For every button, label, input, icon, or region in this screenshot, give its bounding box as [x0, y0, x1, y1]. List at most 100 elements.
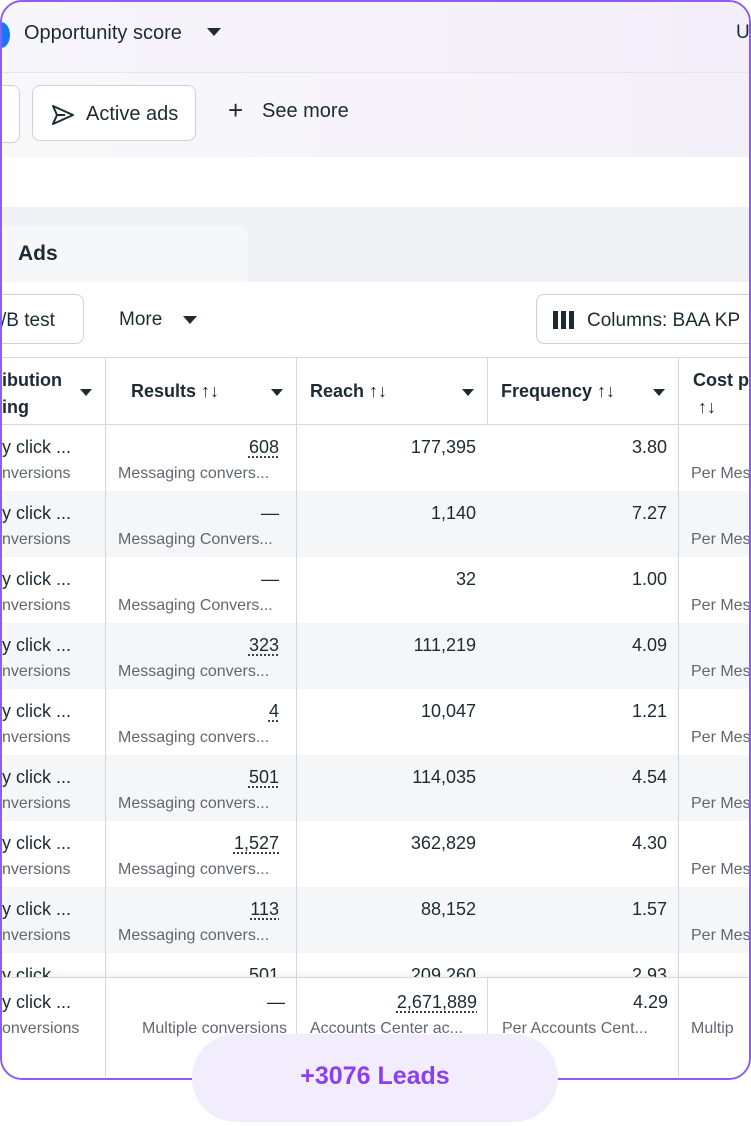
row-results-sub: Messaging convers...: [118, 663, 270, 680]
header-cost-line1: Cost p: [693, 370, 749, 390]
opportunity-score-label[interactable]: Opportunity score: [24, 22, 182, 44]
row-attribution-sub: nversions: [2, 663, 71, 680]
row-results-value[interactable]: 113: [250, 899, 279, 919]
total-reach-value[interactable]: 2,671,889: [396, 992, 477, 1012]
column-divider: [296, 357, 297, 1077]
row-reach: 362,829: [410, 833, 476, 853]
row-results-value[interactable]: 4: [268, 701, 279, 721]
row-results-sub: Messaging convers...: [118, 795, 270, 812]
row-frequency: 4.09: [631, 635, 667, 655]
header-results[interactable]: Results ↑↓: [105, 357, 296, 425]
row-reach: 32: [455, 569, 476, 589]
top-bar: Opportunity score U: [2, 2, 749, 73]
row-attribution-sub: nversions: [2, 531, 71, 548]
chevron-down-icon[interactable]: [271, 389, 283, 396]
spacer-bar: [2, 157, 749, 207]
header-frequency-label: Frequency ↑↓: [501, 381, 616, 401]
header-results-label: Results ↑↓: [131, 381, 220, 401]
row-results[interactable]: 113: [105, 899, 279, 920]
table-row[interactable]: y click ... nversions 113 Messaging convers…: [2, 887, 749, 953]
row-results-sub: Messaging convers...: [118, 465, 270, 482]
total-cost-sub: Multip: [691, 1020, 734, 1037]
table-row[interactable]: y click ... nversions 323 Messaging convers…: [2, 623, 749, 689]
row-cost-sub: Per Mes: [691, 465, 749, 482]
row-results-sub: Messaging Convers...: [118, 597, 273, 614]
total-results-sub: Multiple conversions: [142, 1020, 287, 1037]
columns-button[interactable]: Columns: BAA KP: [536, 294, 749, 344]
leads-badge: +3076 Leads: [192, 1034, 558, 1122]
row-attribution: y click ...: [2, 635, 72, 655]
row-results[interactable]: —: [105, 503, 279, 524]
row-results-value[interactable]: 608: [248, 437, 279, 457]
account-avatar[interactable]: [2, 22, 10, 48]
header-attribution-line2: ing: [2, 397, 29, 417]
row-results-value[interactable]: —: [261, 569, 279, 589]
total-reach[interactable]: 2,671,889: [296, 992, 477, 1013]
row-results[interactable]: —: [105, 569, 279, 590]
app-window: Opportunity score U Active ads + See mor…: [0, 0, 751, 1080]
leads-badge-label: +3076 Leads: [300, 1062, 450, 1090]
row-attribution: y click ...: [2, 899, 72, 919]
row-results-sub: Messaging Convers...: [118, 531, 273, 548]
chevron-down-icon[interactable]: [80, 389, 92, 396]
more-button[interactable]: More: [119, 309, 197, 331]
row-attribution-sub: nversions: [2, 795, 71, 812]
row-reach: 177,395: [410, 437, 476, 457]
row-attribution: y click ...: [2, 569, 72, 589]
total-frequency: 4.29: [632, 992, 668, 1012]
row-results[interactable]: 1,527: [105, 833, 279, 854]
row-attribution-sub: nversions: [2, 861, 71, 878]
row-reach: 10,047: [420, 701, 476, 721]
plus-icon: +: [228, 95, 244, 125]
columns-label: Columns: BAA KP: [587, 310, 741, 331]
ab-test-label: /B test: [1, 310, 55, 331]
row-results[interactable]: 608: [105, 437, 279, 458]
row-cost-sub: Per Mes: [691, 795, 749, 812]
table-row[interactable]: y click ... nversions 501 Messaging convers…: [2, 755, 749, 821]
ads-table: ibution ing Results ↑↓ Reach ↑↓ Frequenc…: [2, 357, 749, 1078]
ab-test-button[interactable]: /B test: [1, 294, 84, 344]
row-results-value[interactable]: 1,527: [233, 833, 279, 853]
row-results-value[interactable]: —: [261, 503, 279, 523]
row-attribution-sub: nversions: [2, 597, 71, 614]
total-attribution: y click ...: [2, 992, 72, 1012]
row-results[interactable]: 4: [105, 701, 279, 722]
header-attribution-line1: ibution: [2, 370, 62, 390]
user-initial[interactable]: U: [736, 22, 750, 43]
total-attribution-sub: onversions: [2, 1020, 80, 1037]
header-cost-per-result[interactable]: Cost p ↑↓: [678, 357, 749, 425]
header-reach[interactable]: Reach ↑↓: [296, 357, 487, 425]
row-results-value[interactable]: 501: [248, 767, 279, 787]
tab-ads[interactable]: Ads: [2, 225, 248, 282]
row-cost-sub: Per Mes: [691, 663, 749, 680]
chevron-down-icon[interactable]: [207, 28, 221, 36]
row-attribution: y click ...: [2, 767, 72, 787]
row-reach: 114,035: [412, 767, 476, 787]
header-attribution-setting[interactable]: ibution ing: [2, 357, 105, 425]
total-frequency-sub: Per Accounts Cent...: [502, 1020, 648, 1037]
chevron-down-icon[interactable]: [462, 389, 474, 396]
chevron-down-icon[interactable]: [653, 389, 665, 396]
row-cost-sub: Per Mes: [691, 597, 749, 614]
see-more-label: See more: [262, 100, 349, 122]
column-divider: [487, 977, 488, 1077]
columns-icon: [553, 311, 574, 329]
row-results[interactable]: 501: [105, 767, 279, 788]
row-results-sub: Messaging convers...: [118, 729, 270, 746]
column-divider: [487, 357, 488, 425]
active-ads-button[interactable]: Active ads: [32, 85, 196, 141]
table-row[interactable]: y click ... nversions — Messaging Convers..…: [2, 491, 749, 557]
row-reach: 1,140: [430, 503, 476, 523]
row-results-value[interactable]: 323: [248, 635, 279, 655]
filter-toolbar: Active ads + See more: [2, 73, 749, 157]
header-frequency[interactable]: Frequency ↑↓: [487, 357, 678, 425]
filter-button-partial[interactable]: [2, 85, 20, 143]
table-row[interactable]: y click ... nversions 608 Messaging convers…: [2, 425, 749, 491]
table-row[interactable]: y click ... nversions 4 Messaging convers..…: [2, 689, 749, 755]
row-results-sub: Messaging convers...: [118, 861, 270, 878]
table-row[interactable]: y click ... nversions — Messaging Convers..…: [2, 557, 749, 623]
table-row[interactable]: y click ... nversions 1,527 Messaging conve…: [2, 821, 749, 887]
row-results[interactable]: 323: [105, 635, 279, 656]
tab-bar: Ads: [2, 207, 749, 282]
table-action-bar: /B test More Columns: BAA KP: [2, 282, 749, 357]
